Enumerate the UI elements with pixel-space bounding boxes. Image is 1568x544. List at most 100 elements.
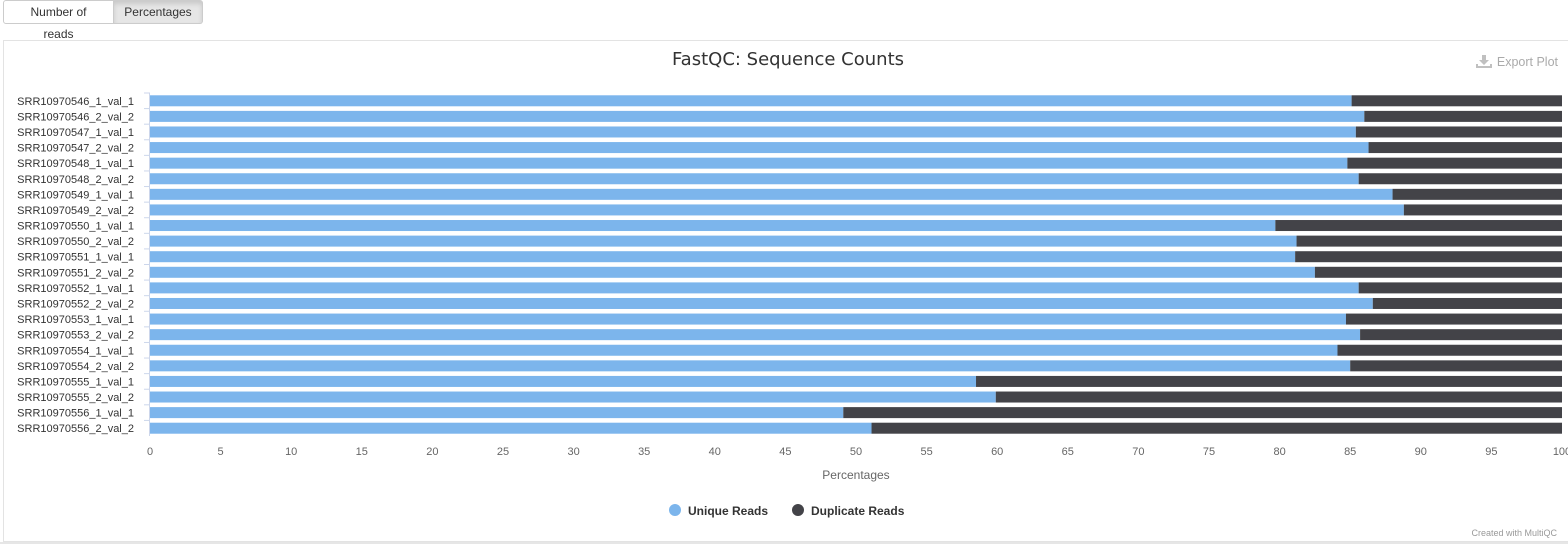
percentages-button[interactable]: Percentages — [114, 0, 203, 24]
duplicate-reads-bar — [1347, 157, 1562, 169]
duplicate-reads-bar — [1314, 266, 1562, 278]
duplicate-reads-bar — [843, 407, 1562, 419]
duplicate-reads-bar — [1368, 142, 1562, 154]
legend-duplicate-marker — [792, 504, 804, 516]
category-label: SRR10970546_1_val_1 — [17, 96, 134, 108]
download-icon — [1475, 55, 1492, 68]
x-tick-label: 65 — [1062, 446, 1074, 458]
duplicate-reads-bar — [1295, 251, 1562, 263]
unique-reads-bar — [150, 251, 1296, 263]
x-tick-label: 55 — [920, 446, 932, 458]
category-label: SRR10970555_1_val_1 — [17, 376, 134, 388]
export-plot-button[interactable]: Export Plot — [1475, 55, 1558, 69]
category-label: SRR10970548_1_val_1 — [17, 158, 134, 170]
bottom-divider — [0, 542, 1568, 544]
unique-reads-bar — [150, 204, 1404, 216]
duplicate-reads-bar — [1372, 297, 1562, 309]
legend-duplicate-label: Duplicate Reads — [811, 504, 905, 518]
category-label: SRR10970550_1_val_1 — [17, 221, 134, 233]
category-label: SRR10970546_2_val_2 — [17, 111, 134, 123]
x-tick-label: 50 — [850, 446, 862, 458]
duplicate-reads-bar — [976, 375, 1562, 387]
unique-reads-bar — [150, 266, 1315, 278]
duplicate-reads-bar — [1350, 360, 1562, 372]
credit-label: Created with MultiQC — [1471, 528, 1557, 538]
x-tick-label: 100 — [1553, 446, 1568, 458]
duplicate-reads-bar — [1403, 204, 1562, 216]
x-tick-label: 10 — [285, 446, 297, 458]
duplicate-reads-bar — [1364, 110, 1562, 122]
chart-title: FastQC: Sequence Counts — [672, 49, 904, 70]
x-tick-label: 80 — [1273, 446, 1285, 458]
x-tick-label: 25 — [497, 446, 509, 458]
duplicate-reads-bar — [1358, 173, 1562, 185]
x-tick-label: 60 — [991, 446, 1003, 458]
unique-reads-bar — [150, 188, 1393, 200]
category-label: SRR10970549_1_val_1 — [17, 189, 134, 201]
unique-reads-bar — [150, 422, 872, 434]
unique-reads-bar — [150, 313, 1346, 325]
unique-reads-bar — [150, 407, 844, 419]
unique-reads-bar — [150, 297, 1373, 309]
x-axis-label: Percentages — [822, 468, 889, 482]
unique-reads-bar — [150, 329, 1361, 341]
x-tick-label: 20 — [426, 446, 438, 458]
duplicate-reads-bar — [1275, 220, 1562, 232]
category-label: SRR10970547_2_val_2 — [17, 143, 134, 155]
category-label: SRR10970553_2_val_2 — [17, 330, 134, 342]
category-label: SRR10970556_1_val_1 — [17, 408, 134, 420]
x-tick-label: 90 — [1415, 446, 1427, 458]
unique-reads-bar — [150, 235, 1297, 247]
category-label: SRR10970554_2_val_2 — [17, 361, 134, 373]
category-label: SRR10970549_2_val_2 — [17, 205, 134, 217]
category-label: SRR10970554_1_val_1 — [17, 345, 134, 357]
legend-unique-label: Unique Reads — [688, 504, 768, 518]
view-toggle-group: Number of reads Percentages — [3, 0, 203, 41]
duplicate-reads-bar — [1337, 344, 1562, 356]
x-tick-label: 15 — [356, 446, 368, 458]
unique-reads-bar — [150, 344, 1338, 356]
duplicate-reads-bar — [1351, 95, 1562, 107]
duplicate-reads-bar — [1355, 126, 1562, 138]
x-tick-label: 70 — [1132, 446, 1144, 458]
unique-reads-bar — [150, 391, 996, 403]
category-label: SRR10970556_2_val_2 — [17, 423, 134, 435]
unique-reads-bar — [150, 110, 1365, 122]
duplicate-reads-bar — [1358, 282, 1562, 294]
x-tick-label: 0 — [147, 446, 153, 458]
x-tick-label: 95 — [1485, 446, 1497, 458]
x-tick-label: 85 — [1344, 446, 1356, 458]
duplicate-reads-bar — [1360, 329, 1562, 341]
unique-reads-bar — [150, 282, 1359, 294]
category-label: SRR10970550_2_val_2 — [17, 236, 134, 248]
x-tick-label: 40 — [709, 446, 721, 458]
x-tick-label: 30 — [567, 446, 579, 458]
x-tick-label: 45 — [779, 446, 791, 458]
category-label: SRR10970553_1_val_1 — [17, 314, 134, 326]
x-tick-label: 5 — [218, 446, 224, 458]
unique-reads-bar — [150, 220, 1276, 232]
duplicate-reads-bar — [995, 391, 1562, 403]
number-of-reads-button[interactable]: Number of reads — [3, 0, 114, 41]
x-tick-label: 35 — [638, 446, 650, 458]
duplicate-reads-bar — [1296, 235, 1562, 247]
unique-reads-bar — [150, 375, 977, 387]
legend-unique-marker — [669, 504, 681, 516]
unique-reads-bar — [150, 95, 1352, 107]
category-label: SRR10970548_2_val_2 — [17, 174, 134, 186]
duplicate-reads-bar — [871, 422, 1562, 434]
category-label: SRR10970551_1_val_1 — [17, 252, 134, 264]
category-label: SRR10970551_2_val_2 — [17, 267, 134, 279]
unique-reads-bar — [150, 142, 1369, 154]
unique-reads-bar — [150, 360, 1351, 372]
export-plot-label: Export Plot — [1496, 55, 1558, 69]
duplicate-reads-bar — [1392, 188, 1562, 200]
category-label: SRR10970555_2_val_2 — [17, 392, 134, 404]
category-label: SRR10970552_2_val_2 — [17, 298, 134, 310]
unique-reads-bar — [150, 157, 1348, 169]
unique-reads-bar — [150, 173, 1359, 185]
category-label: SRR10970552_1_val_1 — [17, 283, 134, 295]
duplicate-reads-bar — [1345, 313, 1562, 325]
x-tick-label: 75 — [1203, 446, 1215, 458]
